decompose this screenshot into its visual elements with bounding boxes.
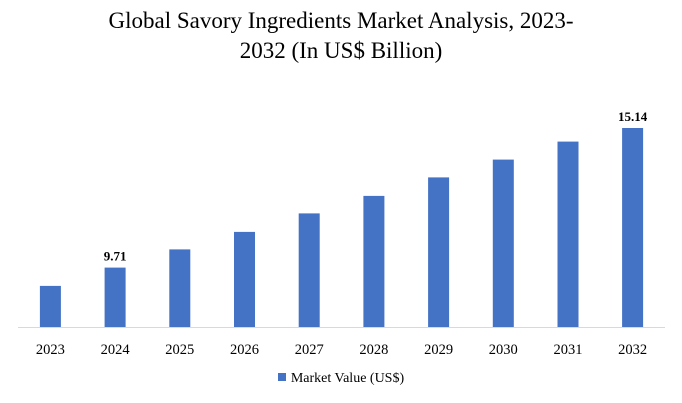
x-tick-label-2025: 2025 — [165, 342, 194, 358]
bar-2024 — [104, 267, 126, 327]
x-tick-label-2031: 2031 — [554, 342, 583, 358]
x-tick-label-2026: 2026 — [230, 342, 259, 358]
legend-swatch — [277, 373, 286, 381]
x-tick-label-2032: 2032 — [618, 342, 647, 358]
bar-2030 — [492, 159, 514, 327]
bar-2026 — [234, 231, 255, 327]
x-tick-label-2023: 2023 — [36, 342, 65, 358]
chart-title-line-1: Global Savory Ingredients Market Analysi… — [108, 8, 574, 33]
data-label-2024: 9.71 — [104, 249, 127, 264]
chart-title-line-2: 2032 (In US$ Billion) — [239, 38, 443, 63]
x-tick-label-2028: 2028 — [359, 342, 388, 358]
bar-2023 — [39, 285, 61, 327]
bar-2029 — [428, 177, 450, 327]
x-tick-label-2029: 2029 — [424, 342, 453, 358]
bar-2028 — [363, 195, 385, 327]
data-label-2032: 15.14 — [618, 109, 648, 124]
chart-title: Global Savory Ingredients Market Analysi… — [0, 6, 682, 66]
bar-2031 — [557, 141, 579, 327]
bar-2025 — [169, 249, 191, 327]
x-tick-label-2024: 2024 — [101, 342, 131, 358]
legend-label: Market Value (US$) — [290, 371, 405, 386]
legend: Market Value (US$) — [0, 371, 682, 387]
bar-2032 — [622, 128, 644, 327]
x-tick-label-2027: 2027 — [295, 342, 324, 358]
x-tick-label-2030: 2030 — [489, 342, 518, 358]
bar-2027 — [298, 213, 320, 327]
